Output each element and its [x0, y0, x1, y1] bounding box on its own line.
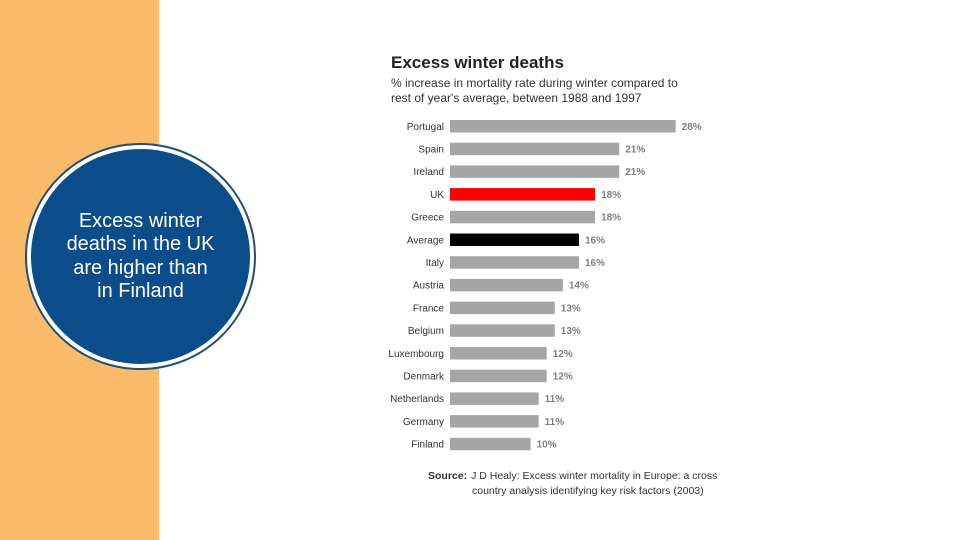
category-label-average: Average — [407, 235, 445, 246]
value-label-spain: 21% — [625, 144, 645, 155]
value-label-average: 16% — [585, 235, 605, 246]
category-label-luxembourg: Luxembourg — [388, 349, 444, 360]
bar-spain — [450, 142, 620, 156]
value-label-uk: 18% — [601, 190, 621, 201]
category-label-germany: Germany — [403, 417, 444, 428]
category-label-spain: Spain — [418, 144, 444, 155]
value-label-greece: 18% — [601, 213, 621, 224]
category-label-france: France — [413, 303, 445, 314]
category-label-uk: UK — [430, 190, 444, 201]
bar-luxembourg — [450, 347, 547, 360]
source-line-1: Source: J D Healy: Excess winter mortalit… — [428, 470, 717, 482]
value-label-portugal: 28% — [682, 122, 702, 133]
bar-austria — [450, 278, 563, 292]
category-label-finland: Finland — [411, 440, 444, 451]
chart-subtitle-line-1: % increase in mortality rate during wint… — [391, 76, 678, 90]
bar-finland — [450, 437, 531, 451]
bar-belgium — [450, 324, 555, 337]
bar-uk — [450, 188, 596, 201]
source-label: Source: — [428, 470, 467, 482]
value-label-ireland: 21% — [625, 167, 645, 178]
bar-average — [450, 233, 579, 246]
chart-title: Excess winter deaths — [391, 53, 564, 72]
callout-text: Excess winter deaths in the UK are highe… — [66, 209, 215, 303]
category-label-greece: Greece — [411, 213, 444, 224]
bar-portugal — [450, 120, 676, 133]
value-label-finland: 10% — [537, 440, 557, 451]
value-label-italy: 16% — [585, 258, 605, 269]
bar-italy — [450, 256, 579, 269]
bar-netherlands — [450, 392, 539, 405]
value-label-germany: 11% — [545, 417, 565, 428]
bar-france — [450, 301, 555, 315]
category-label-portugal: Portugal — [407, 122, 444, 133]
chart-subtitle-line-2: rest of year's average, between 1988 and… — [391, 91, 642, 105]
value-label-luxembourg: 12% — [553, 349, 573, 360]
category-label-denmark: Denmark — [403, 371, 445, 382]
bar-ireland — [450, 165, 620, 178]
bar-greece — [450, 210, 596, 224]
bar-denmark — [450, 369, 547, 383]
category-label-ireland: Ireland — [413, 167, 444, 178]
excess-winter-deaths-chart: Excess winter deaths % increase in morta… — [388, 53, 717, 497]
value-label-denmark: 12% — [553, 371, 573, 382]
source-line-2: country analysis identifying key risk fa… — [472, 485, 704, 497]
value-label-belgium: 13% — [561, 326, 581, 337]
category-label-netherlands: Netherlands — [390, 394, 444, 405]
value-label-netherlands: 11% — [545, 394, 565, 405]
category-label-belgium: Belgium — [408, 326, 444, 337]
category-label-austria: Austria — [413, 281, 445, 292]
bar-group: Portugal 28% Spain 21% Ireland 21% UK 18% Greece… — [388, 120, 702, 451]
value-label-france: 13% — [561, 303, 581, 314]
source-text-1: J D Healy: Excess winter mortality in Eu… — [471, 470, 717, 482]
value-label-austria: 14% — [569, 281, 589, 292]
category-label-italy: Italy — [426, 258, 444, 269]
callout-badge: Excess winter deaths in the UK are highe… — [31, 149, 250, 364]
bar-germany — [450, 415, 539, 428]
